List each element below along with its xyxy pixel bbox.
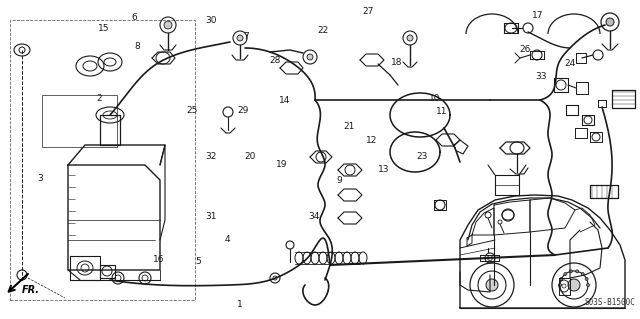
Circle shape: [237, 35, 243, 41]
Circle shape: [581, 272, 584, 276]
Circle shape: [560, 278, 563, 280]
Circle shape: [586, 284, 589, 286]
Circle shape: [606, 18, 614, 26]
Circle shape: [568, 279, 580, 291]
Text: 14: 14: [279, 96, 291, 105]
Text: 5: 5: [196, 257, 201, 266]
Text: 26: 26: [519, 45, 531, 54]
Text: 24: 24: [564, 59, 575, 68]
Text: 22: 22: [317, 26, 329, 35]
Text: 25: 25: [186, 106, 198, 115]
Text: 29: 29: [237, 106, 249, 115]
Circle shape: [570, 270, 572, 273]
Text: 13: 13: [378, 165, 390, 174]
Text: 31: 31: [205, 212, 217, 221]
Circle shape: [486, 279, 498, 291]
Circle shape: [575, 270, 579, 273]
Text: 30: 30: [205, 16, 217, 25]
Bar: [10, 20, 195, 300]
Text: 2: 2: [97, 94, 102, 103]
Text: 17: 17: [532, 11, 543, 20]
Text: 18: 18: [391, 58, 403, 67]
Text: 7: 7: [244, 32, 249, 41]
Text: 3: 3: [37, 174, 42, 183]
Text: S03S-B1500C: S03S-B1500C: [584, 298, 635, 307]
Text: 15: 15: [98, 24, 109, 33]
Text: 34: 34: [308, 212, 319, 221]
Text: 16: 16: [153, 256, 164, 264]
Text: 10: 10: [429, 94, 441, 103]
Text: 8: 8: [135, 42, 140, 51]
Circle shape: [407, 35, 413, 41]
Text: FR.: FR.: [22, 285, 40, 295]
Circle shape: [164, 21, 172, 29]
Text: 9: 9: [337, 176, 342, 185]
Circle shape: [307, 54, 313, 60]
Text: 23: 23: [417, 152, 428, 161]
Text: 6: 6: [132, 13, 137, 22]
Circle shape: [564, 272, 567, 276]
Text: 33: 33: [535, 72, 547, 81]
Text: 19: 19: [276, 160, 287, 169]
Text: 20: 20: [244, 152, 255, 161]
Text: 11: 11: [436, 107, 447, 116]
Text: 1: 1: [237, 300, 243, 309]
Bar: [42, 95, 117, 147]
Text: 27: 27: [362, 7, 374, 16]
Text: 4: 4: [225, 235, 230, 244]
Text: 12: 12: [365, 136, 377, 145]
Circle shape: [559, 284, 561, 286]
Text: 32: 32: [205, 152, 217, 161]
Text: 21: 21: [343, 122, 355, 130]
Circle shape: [585, 278, 588, 280]
Text: 28: 28: [269, 56, 281, 65]
